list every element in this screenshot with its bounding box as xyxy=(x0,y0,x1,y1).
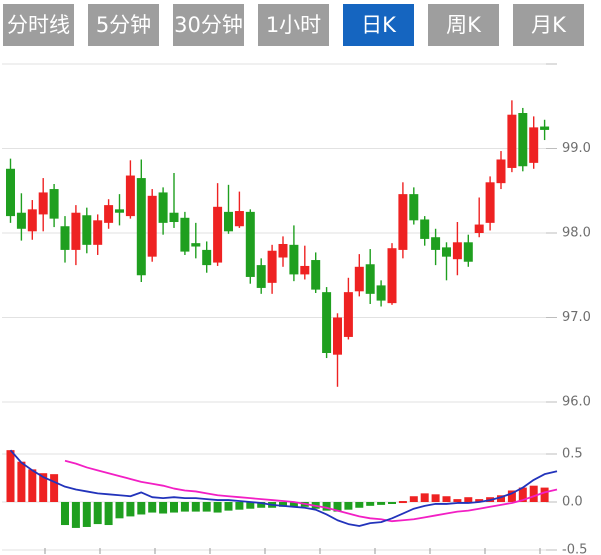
candle xyxy=(507,100,517,173)
candle xyxy=(245,209,255,284)
price-axis-label: 99.0 xyxy=(562,141,591,156)
candle xyxy=(354,254,364,297)
candle xyxy=(71,205,81,266)
candle xyxy=(322,287,332,359)
candle xyxy=(191,222,201,259)
candle xyxy=(485,176,495,231)
period-tab-5[interactable]: 周K xyxy=(428,4,499,46)
candle xyxy=(27,200,37,240)
candle xyxy=(125,160,135,219)
candle xyxy=(333,313,342,387)
period-tab-1[interactable]: 5分钟 xyxy=(88,4,159,46)
candle xyxy=(104,199,114,229)
candle xyxy=(234,191,244,228)
candle xyxy=(169,173,179,228)
candle xyxy=(93,214,103,255)
price-axis-label: 97.0 xyxy=(562,310,591,325)
candle xyxy=(278,236,288,267)
period-tab-3[interactable]: 1小时 xyxy=(258,4,329,46)
price-axis-label: 96.0 xyxy=(562,395,591,410)
candle xyxy=(202,241,212,273)
candle xyxy=(474,197,484,238)
price-axis-labels: 99.0 98.0 97.0 96.0 xyxy=(562,141,591,410)
period-tabbar: 分时线 5分钟 30分钟 1小时 日K 周K 月K xyxy=(3,4,584,46)
candles-layer xyxy=(6,100,550,387)
price-axis-label: 98.0 xyxy=(562,226,591,241)
macd-axis-label: -0.5 xyxy=(562,543,587,555)
candle xyxy=(529,116,539,169)
candle xyxy=(38,178,48,232)
candle xyxy=(398,182,408,259)
candle xyxy=(311,252,321,293)
candle xyxy=(16,193,26,241)
candle xyxy=(82,207,92,254)
candle xyxy=(136,159,146,283)
candle xyxy=(300,245,310,280)
candle xyxy=(420,216,430,246)
candle xyxy=(365,249,375,304)
candle xyxy=(387,243,397,305)
x-axis-ticks xyxy=(44,548,541,554)
dif-line xyxy=(9,449,558,527)
candle xyxy=(256,258,266,294)
candle xyxy=(115,194,124,226)
candle xyxy=(343,277,353,340)
macd-axis-labels: 0.5 0.0 -0.5 xyxy=(562,447,587,555)
candle xyxy=(224,184,233,234)
candle xyxy=(518,107,528,172)
dea-line xyxy=(64,459,558,523)
period-tab-6[interactable]: 月K xyxy=(513,4,584,46)
candle xyxy=(409,187,419,225)
candle xyxy=(442,242,451,281)
period-tab-0[interactable]: 分时线 xyxy=(3,4,74,46)
candle xyxy=(158,187,168,235)
candle xyxy=(540,119,550,141)
candle xyxy=(180,211,190,255)
period-tab-2[interactable]: 30分钟 xyxy=(173,4,244,46)
candle xyxy=(60,216,70,263)
candle xyxy=(431,228,441,266)
macd-axis-label: 0.0 xyxy=(562,495,583,510)
period-tab-4[interactable]: 日K xyxy=(343,4,414,46)
candle xyxy=(267,244,277,294)
candle xyxy=(496,151,506,190)
candle xyxy=(6,158,15,223)
candle xyxy=(376,280,386,307)
candle xyxy=(463,234,473,267)
candle xyxy=(49,183,59,228)
candle xyxy=(147,189,157,262)
candle xyxy=(452,222,462,276)
macd-histogram xyxy=(6,450,549,528)
candle xyxy=(289,225,299,282)
candle xyxy=(213,183,223,266)
macd-axis-label: 0.5 xyxy=(562,447,583,462)
